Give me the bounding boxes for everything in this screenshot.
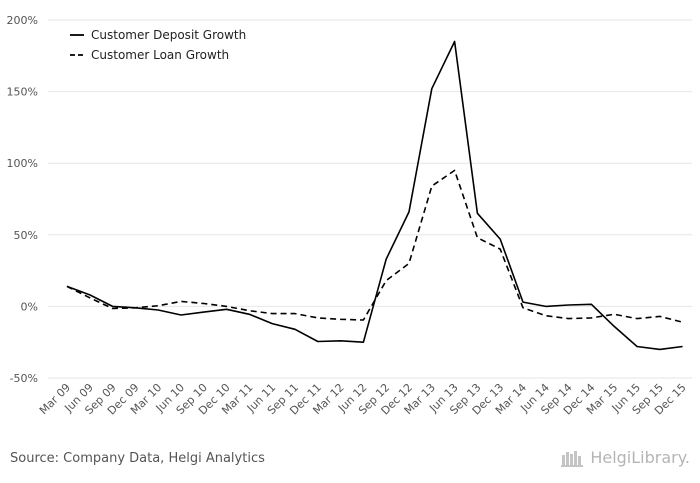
brand-name: HelgiLibrary.: [590, 448, 690, 467]
y-tick-label: 0%: [21, 300, 38, 313]
library-icon: [561, 450, 584, 467]
source-note: Source: Company Data, Helgi Analytics: [10, 451, 265, 466]
y-tick-label: 150%: [7, 86, 38, 99]
grid-lines: [48, 19, 692, 379]
legend: Customer Deposit Growth Customer Loan Gro…: [70, 28, 246, 62]
y-tick-label: 200%: [7, 14, 38, 27]
legend-label: Customer Deposit Growth: [91, 28, 246, 42]
y-tick-label: 100%: [7, 157, 38, 170]
y-axis-tick-labels: -50% 0% 50% 100% 150% 200%: [7, 14, 38, 385]
series-lines: [66, 40, 683, 351]
legend-label: Customer Loan Growth: [91, 48, 229, 62]
series-line-deposit-growth: [66, 40, 683, 351]
y-tick-label: 50%: [14, 229, 38, 242]
brand-logo: HelgiLibrary.: [561, 448, 690, 467]
y-tick-label: -50%: [10, 372, 38, 385]
series-line-loan-growth: [66, 169, 683, 323]
